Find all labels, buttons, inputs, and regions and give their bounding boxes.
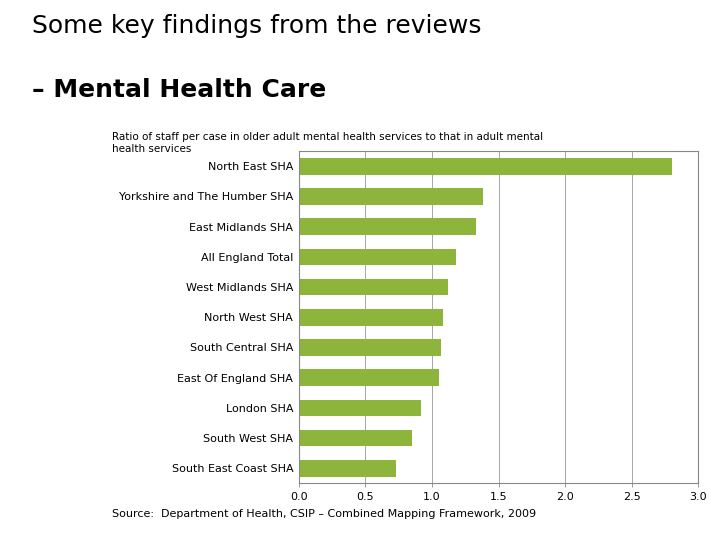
Bar (299, 400, 421, 416)
Text: Ratio of staff per case in older adult mental health services to that in adult m: Ratio of staff per case in older adult m… (112, 132, 543, 154)
Text: Source:  Department of Health, CSIP – Combined Mapping Framework, 2009: Source: Department of Health, CSIP – Com… (112, 509, 536, 519)
Text: Some key findings from the reviews: Some key findings from the reviews (32, 14, 482, 37)
Bar (299, 218, 476, 235)
Bar (299, 339, 441, 356)
Bar (299, 460, 396, 476)
Bar (299, 430, 412, 447)
Bar (299, 369, 438, 386)
Bar (299, 309, 443, 326)
Text: – Mental Health Care: – Mental Health Care (32, 78, 327, 102)
Bar (299, 158, 672, 174)
Bar (299, 248, 456, 265)
Bar (299, 188, 482, 205)
Bar (299, 279, 448, 295)
